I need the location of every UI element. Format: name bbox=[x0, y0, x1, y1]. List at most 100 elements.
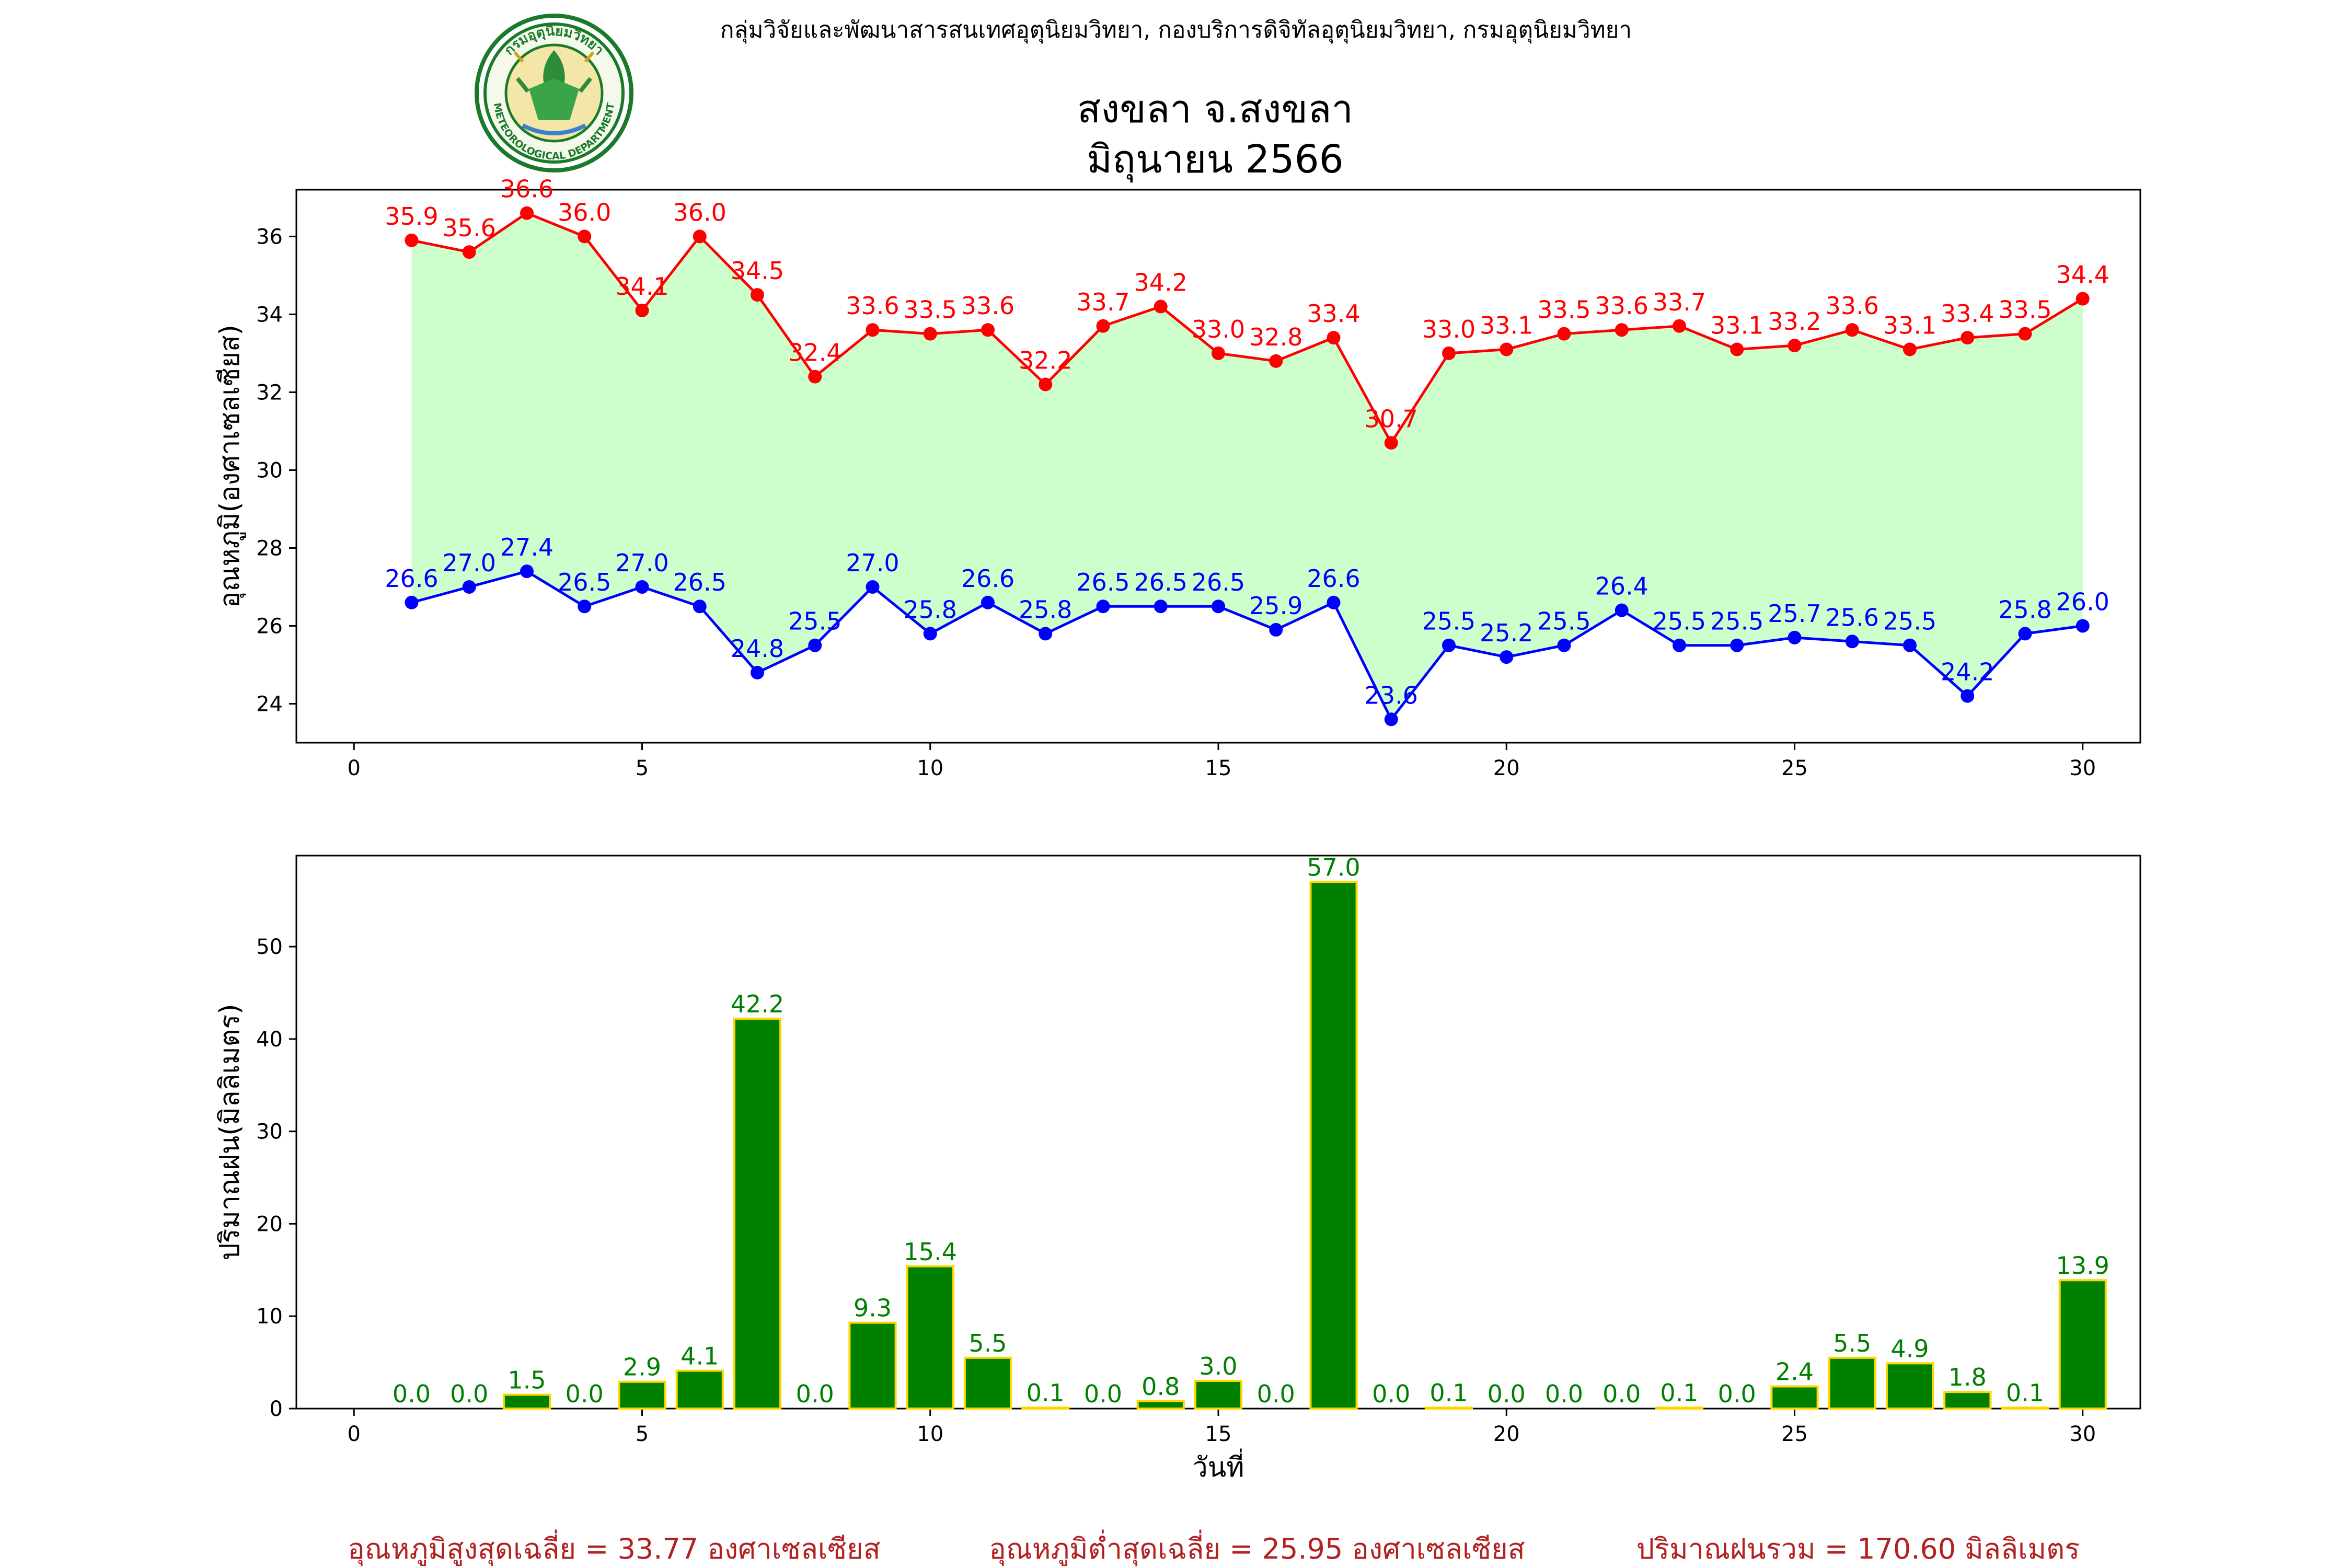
min-temp-point bbox=[1442, 638, 1456, 652]
min-temp-data-label: 25.8 bbox=[1998, 595, 2051, 624]
max-temp-point bbox=[1961, 331, 1975, 345]
rain-data-label: 0.1 bbox=[2006, 1379, 2044, 1407]
max-temp-point bbox=[1212, 346, 1225, 360]
min-temp-data-label: 27.0 bbox=[846, 549, 899, 577]
rain-data-label: 0.0 bbox=[1602, 1380, 1641, 1408]
x-tick-label: 0 bbox=[348, 1422, 361, 1446]
min-temp-data-label: 24.8 bbox=[731, 635, 784, 663]
min-temp-line bbox=[411, 570, 2083, 722]
max-temp-data-label: 33.5 bbox=[1998, 296, 2051, 324]
min-temp-point bbox=[1845, 635, 1859, 649]
max-temp-data-label: 33.6 bbox=[1826, 292, 1879, 320]
min-temp-point bbox=[462, 580, 476, 594]
max-temp-average: อุณหภูมิสูงสุดเฉลี่ย = 33.77 องศาเซลเซีย… bbox=[348, 1529, 880, 1566]
rain-bar bbox=[1885, 1362, 1934, 1410]
max-temp-point bbox=[1615, 323, 1629, 337]
y-tick-label: 32 bbox=[256, 381, 283, 405]
min-temp-point bbox=[635, 580, 649, 594]
min-temp-point bbox=[405, 595, 419, 609]
rain-data-label: 0.0 bbox=[1718, 1380, 1756, 1408]
max-temp-data-label: 33.7 bbox=[1653, 288, 1706, 316]
rain-data-label: 0.0 bbox=[1488, 1380, 1526, 1408]
y-tick-label: 30 bbox=[256, 458, 283, 482]
min-temp-data-label: 23.6 bbox=[1365, 681, 1418, 709]
min-temp-point bbox=[1154, 599, 1168, 614]
y-tick-label: 26 bbox=[256, 614, 283, 638]
max-temp-data-label: 35.9 bbox=[385, 202, 438, 230]
max-temp-point bbox=[635, 303, 649, 317]
max-temp-line bbox=[411, 211, 2084, 446]
min-temp-data-label: 24.2 bbox=[1941, 658, 1994, 686]
rain-data-label: 4.1 bbox=[681, 1342, 719, 1370]
rain-bar bbox=[1021, 1406, 1070, 1410]
meteorological-department-logo: กรมอุตุนิยมวิทยา METEOROLOGICAL DEPARTME… bbox=[475, 14, 633, 172]
min-temp-point bbox=[866, 580, 880, 594]
max-temp-point bbox=[981, 323, 995, 337]
min-temp-data-label: 26.5 bbox=[1134, 568, 1187, 596]
min-temp-point bbox=[578, 599, 592, 614]
y-axis-label: ปริมาณฝน(มิลลิเมตร) bbox=[214, 1004, 246, 1260]
max-temp-point bbox=[1269, 354, 1283, 368]
max-temp-point bbox=[808, 370, 822, 384]
min-temp-data-label: 26.0 bbox=[2056, 587, 2109, 616]
rain-data-label: 0.0 bbox=[796, 1380, 834, 1408]
min-temp-data-label: 25.5 bbox=[1653, 607, 1706, 636]
min-temp-point bbox=[2076, 619, 2090, 633]
min-temp-data-label: 25.5 bbox=[1422, 607, 1475, 636]
y-tick-label: 28 bbox=[256, 536, 283, 560]
rain-data-label: 0.1 bbox=[1660, 1379, 1698, 1407]
rainfall-chart: 0 5 10 15 20 25 30 0 10 20 30 40 50 ปริมาณฝน(มิลลิเมต… bbox=[214, 853, 2141, 1483]
max-temp-point bbox=[1788, 339, 1802, 353]
y-tick-label: 0 bbox=[270, 1397, 283, 1421]
min-temp-point bbox=[1327, 595, 1341, 609]
min-temp-point bbox=[1730, 638, 1744, 652]
min-temp-data-label: 25.5 bbox=[1710, 607, 1763, 636]
rain-bar bbox=[502, 1393, 551, 1410]
x-tick-label: 0 bbox=[348, 756, 361, 780]
plot-frame bbox=[295, 189, 2141, 744]
max-temp-data-label: 33.1 bbox=[1710, 311, 1763, 339]
rain-bar bbox=[1194, 1379, 1243, 1410]
rain-bar bbox=[2058, 1279, 2107, 1410]
max-temp-point bbox=[923, 327, 937, 341]
rain-data-label: 0.1 bbox=[1027, 1379, 1065, 1407]
min-temp-point bbox=[923, 627, 937, 641]
max-temp-point bbox=[751, 288, 764, 302]
x-axis-label: วันที่ bbox=[1192, 1448, 1244, 1483]
max-temp-point bbox=[2018, 327, 2032, 341]
max-temp-data-label: 33.6 bbox=[961, 292, 1014, 320]
min-temp-data-label: 25.8 bbox=[904, 595, 957, 624]
rain-bar bbox=[1770, 1385, 1819, 1410]
max-temp-data-label: 34.5 bbox=[731, 257, 784, 285]
min-temp-point bbox=[1039, 627, 1053, 641]
x-tick-label: 5 bbox=[636, 756, 649, 780]
temperature-chart: 0 5 10 15 20 25 30 24 26 28 30 32 34 36 อุณหภูมิ(องศาเ… bbox=[214, 175, 2141, 780]
min-temp-data-label: 25.5 bbox=[1883, 607, 1936, 636]
period-title: มิถุนายน 2566 bbox=[1087, 137, 1344, 183]
min-temp-data-label: 25.2 bbox=[1480, 619, 1533, 647]
rain-data-label: 0.0 bbox=[1084, 1380, 1122, 1408]
min-temp-point bbox=[520, 564, 534, 579]
x-tick-label: 30 bbox=[2069, 756, 2096, 780]
rain-total: ปริมาณฝนรวม = 170.60 มิลลิเมตร bbox=[1636, 1532, 2080, 1565]
max-temp-data-label: 33.2 bbox=[1768, 307, 1821, 336]
max-temp-data-label: 33.6 bbox=[846, 292, 899, 320]
min-temp-data-label: 26.5 bbox=[1192, 568, 1245, 596]
min-temp-data-label: 26.5 bbox=[1076, 568, 1129, 596]
x-tick-label: 20 bbox=[1493, 1422, 1520, 1446]
max-temp-data-label: 33.0 bbox=[1422, 315, 1475, 343]
max-temp-point bbox=[1327, 331, 1341, 345]
y-tick-label: 30 bbox=[256, 1120, 283, 1144]
rain-data-label: 0.0 bbox=[393, 1380, 431, 1408]
rain-data-label: 0.0 bbox=[450, 1380, 488, 1408]
max-temp-data-label: 36.0 bbox=[673, 198, 727, 226]
min-temp-data-label: 25.5 bbox=[1537, 607, 1590, 636]
max-temp-point bbox=[1845, 323, 1859, 337]
max-temp-data-label: 33.5 bbox=[1537, 296, 1590, 324]
min-temp-point bbox=[693, 599, 707, 614]
min-temp-point bbox=[1212, 599, 1225, 614]
min-temp-point bbox=[1903, 638, 1917, 652]
max-temp-point bbox=[1039, 377, 1053, 391]
min-temp-data-label: 25.9 bbox=[1249, 592, 1302, 620]
max-temp-data-label: 33.7 bbox=[1076, 288, 1129, 316]
